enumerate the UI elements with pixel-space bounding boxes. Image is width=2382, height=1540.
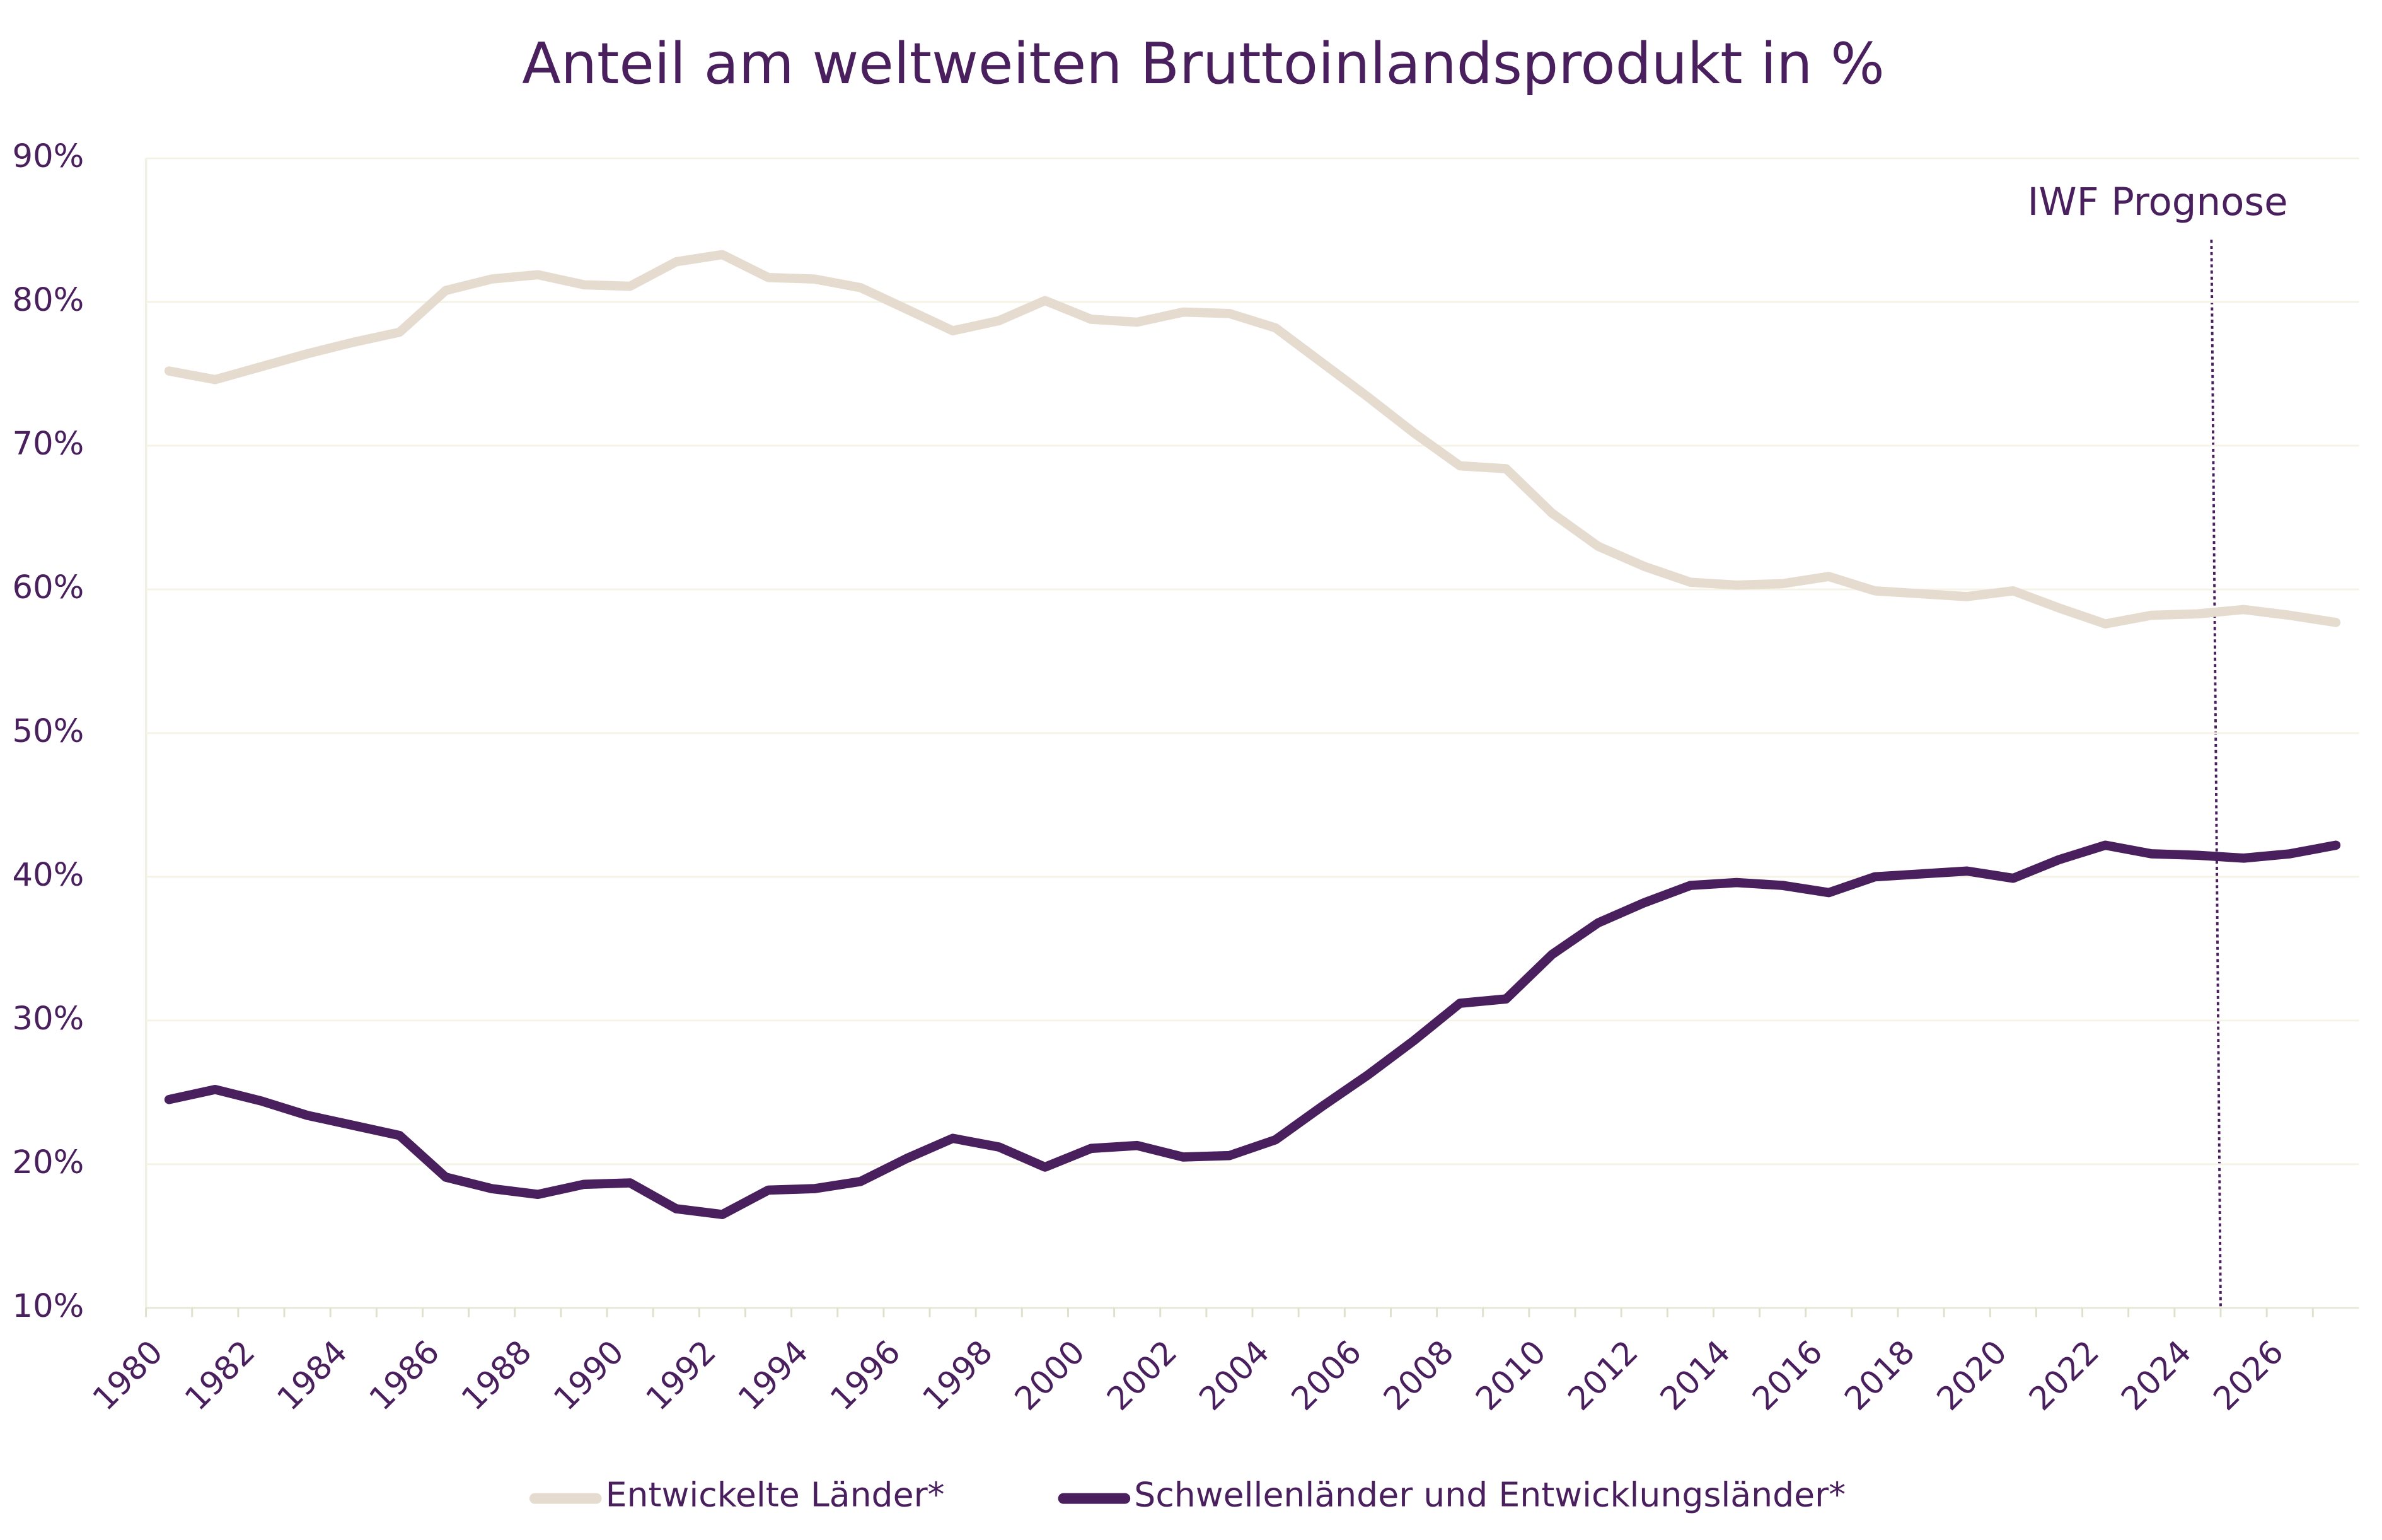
series-line (164, 250, 2341, 629)
chart-title: Anteil am weltweiten Bruttoinlandsproduk… (522, 31, 1885, 97)
y-tick-label: 30% (13, 1000, 84, 1038)
legend-label: Entwickelte Länder* (606, 1474, 945, 1514)
legend-label: Schwellenländer und Entwicklungsländer* (1134, 1474, 1846, 1514)
y-tick-label: 90% (13, 137, 84, 175)
y-tick-label: 70% (13, 425, 84, 463)
y-tick-label: 80% (13, 281, 84, 319)
y-tick-label: 40% (13, 856, 84, 894)
y-tick-label: 10% (13, 1287, 84, 1325)
series-line (164, 840, 2341, 1219)
y-tick-label: 60% (13, 569, 84, 606)
y-tick-label: 50% (13, 712, 84, 750)
annotation: IWF Prognose (2027, 180, 2287, 224)
y-tick-label: 20% (13, 1143, 84, 1181)
